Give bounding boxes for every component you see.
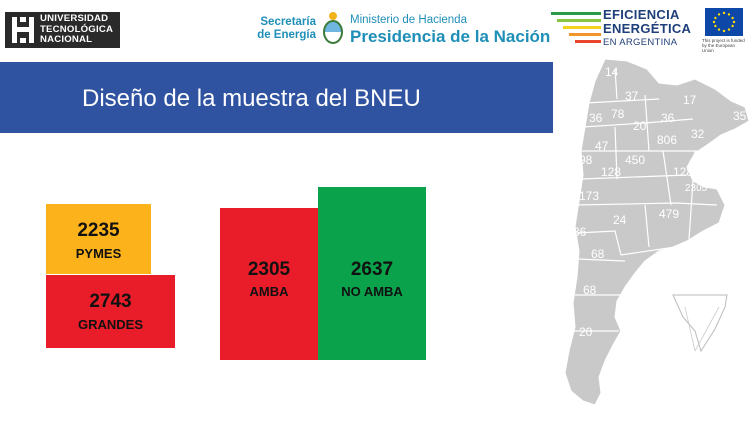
grandes-label: GRANDES [77, 317, 143, 332]
map-label: 36 [573, 225, 587, 239]
no-amba-label: NO AMBA [341, 284, 403, 299]
eficiencia-stripes-icon [551, 12, 601, 43]
map-label: 173 [579, 189, 600, 203]
map-label: 68 [591, 247, 605, 261]
eficiencia-title: EFICIENCIA ENERGÉTICA [603, 7, 692, 36]
eu-caption: This project is funded by the European U… [702, 38, 745, 53]
eu-stars-icon [712, 11, 736, 33]
map-label: 20 [579, 325, 593, 339]
map-label: 78 [611, 107, 625, 121]
map-label: 17 [683, 93, 697, 107]
grandes-box: 2743 GRANDES [46, 275, 175, 348]
no-amba-value: 2637 [350, 259, 394, 280]
map-label: 14 [605, 65, 619, 79]
eficiencia-subtitle: EN ARGENTINA [603, 37, 678, 48]
presidencia-label: Presidencia de la Nación [350, 27, 551, 46]
no-amba-box: 2637 NO AMBA [318, 187, 426, 360]
map-label: 98 [579, 153, 593, 167]
amba-box: 2305 AMBA [220, 208, 318, 360]
title-band [0, 62, 553, 133]
map-label: 128 [673, 165, 694, 179]
map-label: 36 [589, 111, 603, 125]
utn-name: UNIVERSIDAD TECNOLÓGICA NACIONAL [40, 13, 114, 45]
pymes-box: 2235 PYMES [46, 204, 151, 274]
utn-emblem-icon [12, 17, 34, 43]
pymes-label: PYMES [75, 246, 122, 261]
amba-label: AMBA [249, 284, 289, 299]
grandes-value: 2743 [89, 291, 132, 312]
map-label: 806 [657, 133, 678, 147]
map-label: 450 [625, 153, 646, 167]
map-label: 47 [595, 139, 609, 153]
map-label: 20 [633, 119, 647, 133]
map-label: 35 [733, 109, 747, 123]
ministerio-label: Ministerio de Hacienda [350, 14, 467, 26]
map-label: 68 [583, 283, 597, 297]
map-label: 2305 [685, 183, 708, 194]
argentina-map: 14 37 17 36 78 20 36 32 35 47 806 98 450… [555, 55, 750, 422]
map-label: 24 [613, 213, 627, 227]
pymes-value: 2235 [77, 220, 120, 241]
map-outline-icon [564, 58, 750, 406]
amba-value: 2305 [247, 259, 291, 280]
page-title: Diseño de la muestra del BNEU [82, 85, 421, 112]
coat-of-arms-icon [323, 12, 343, 44]
map-label: 36 [661, 111, 675, 125]
map-label: 37 [625, 89, 639, 103]
secretaria-label: Secretaría de Energía [257, 16, 316, 41]
map-label: 128 [601, 165, 622, 179]
map-label: 32 [691, 127, 705, 141]
map-label: 479 [659, 207, 680, 221]
